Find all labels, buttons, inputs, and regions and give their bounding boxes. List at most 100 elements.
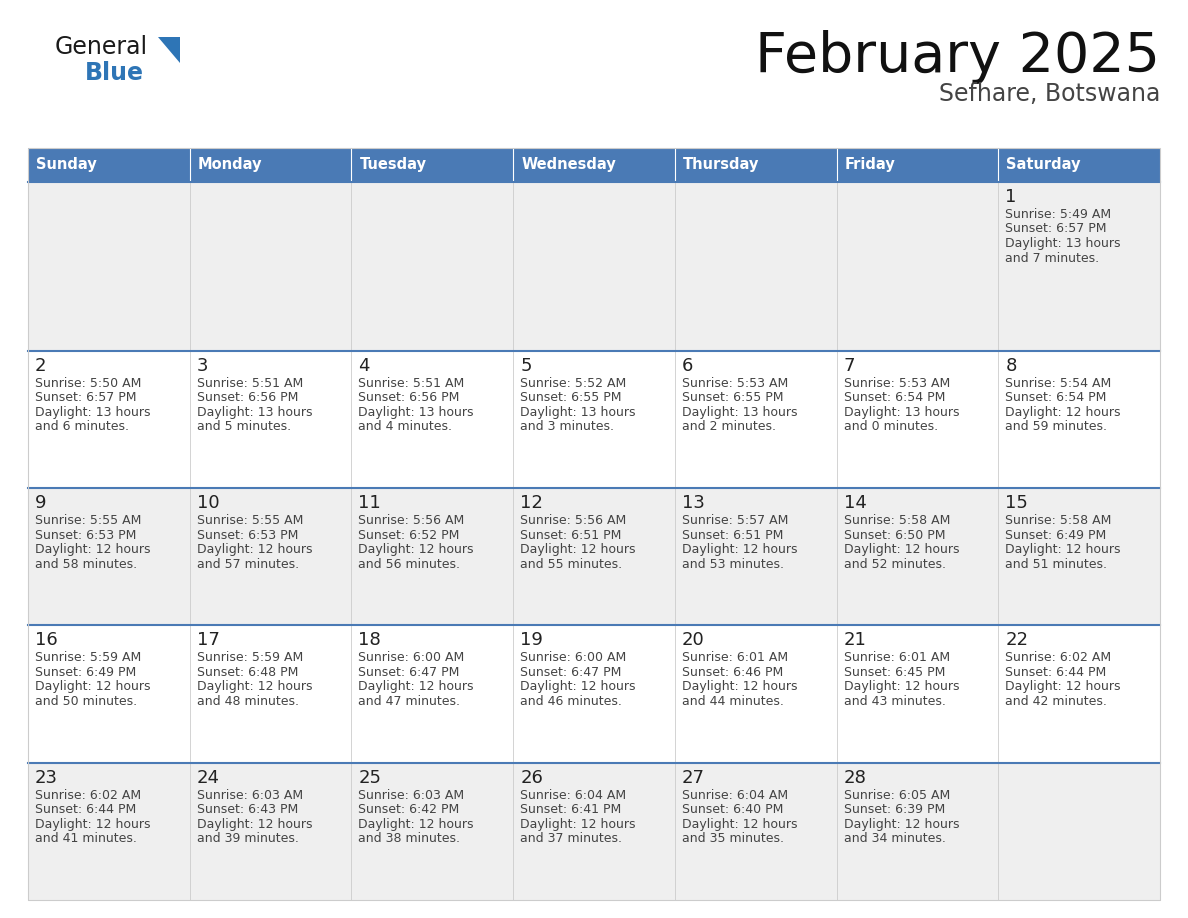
Text: Daylight: 12 hours: Daylight: 12 hours	[843, 680, 959, 693]
Bar	[513, 488, 675, 625]
Text: Daylight: 12 hours: Daylight: 12 hours	[34, 543, 151, 556]
Text: 9: 9	[34, 494, 46, 512]
Text: Daylight: 13 hours: Daylight: 13 hours	[520, 406, 636, 419]
Text: 26: 26	[520, 768, 543, 787]
Text: Sunrise: 5:57 AM: Sunrise: 5:57 AM	[682, 514, 788, 527]
Text: Sunset: 6:53 PM: Sunset: 6:53 PM	[34, 529, 137, 542]
Text: and 52 minutes.: and 52 minutes.	[843, 557, 946, 571]
Text: 28: 28	[843, 768, 866, 787]
Text: 22: 22	[1005, 632, 1029, 649]
Text: 24: 24	[197, 768, 220, 787]
Text: Sunrise: 5:59 AM: Sunrise: 5:59 AM	[34, 652, 141, 665]
Bar	[836, 625, 998, 763]
Text: Daylight: 12 hours: Daylight: 12 hours	[34, 818, 151, 831]
Bar	[675, 488, 836, 625]
Text: Sunset: 6:49 PM: Sunset: 6:49 PM	[1005, 529, 1106, 542]
Text: Sunset: 6:40 PM: Sunset: 6:40 PM	[682, 803, 783, 816]
Text: Daylight: 12 hours: Daylight: 12 hours	[520, 818, 636, 831]
Text: Daylight: 12 hours: Daylight: 12 hours	[359, 818, 474, 831]
Text: Sunrise: 5:55 AM: Sunrise: 5:55 AM	[197, 514, 303, 527]
Text: Daylight: 12 hours: Daylight: 12 hours	[1005, 406, 1120, 419]
Text: Sunrise: 5:54 AM: Sunrise: 5:54 AM	[1005, 376, 1112, 390]
Text: Sunrise: 6:01 AM: Sunrise: 6:01 AM	[682, 652, 788, 665]
Text: and 53 minutes.: and 53 minutes.	[682, 557, 784, 571]
Text: Sunrise: 5:50 AM: Sunrise: 5:50 AM	[34, 376, 141, 390]
Bar	[29, 148, 1159, 900]
Text: Sunset: 6:43 PM: Sunset: 6:43 PM	[197, 803, 298, 816]
Text: and 44 minutes.: and 44 minutes.	[682, 695, 784, 708]
Text: and 41 minutes.: and 41 minutes.	[34, 833, 137, 845]
Text: Wednesday: Wednesday	[522, 158, 615, 173]
Bar	[998, 488, 1159, 625]
Text: 14: 14	[843, 494, 866, 512]
Bar	[675, 182, 836, 351]
Text: and 46 minutes.: and 46 minutes.	[520, 695, 623, 708]
Bar	[29, 182, 190, 351]
Text: Sunset: 6:44 PM: Sunset: 6:44 PM	[1005, 666, 1106, 679]
Text: Sunset: 6:45 PM: Sunset: 6:45 PM	[843, 666, 944, 679]
Text: 3: 3	[197, 357, 208, 375]
Text: 25: 25	[359, 768, 381, 787]
Bar	[998, 763, 1159, 900]
Text: Tuesday: Tuesday	[360, 158, 426, 173]
Text: Sunset: 6:49 PM: Sunset: 6:49 PM	[34, 666, 137, 679]
Text: Sunrise: 5:59 AM: Sunrise: 5:59 AM	[197, 652, 303, 665]
Text: and 35 minutes.: and 35 minutes.	[682, 833, 784, 845]
Bar	[352, 148, 513, 182]
Text: Daylight: 12 hours: Daylight: 12 hours	[843, 543, 959, 556]
Text: Sunset: 6:47 PM: Sunset: 6:47 PM	[359, 666, 460, 679]
Text: 17: 17	[197, 632, 220, 649]
Text: Sunrise: 5:49 AM: Sunrise: 5:49 AM	[1005, 208, 1112, 221]
Text: Daylight: 12 hours: Daylight: 12 hours	[197, 543, 312, 556]
Text: Sunrise: 6:00 AM: Sunrise: 6:00 AM	[520, 652, 626, 665]
Text: Daylight: 12 hours: Daylight: 12 hours	[682, 543, 797, 556]
Text: 7: 7	[843, 357, 855, 375]
Text: Sunrise: 5:58 AM: Sunrise: 5:58 AM	[843, 514, 950, 527]
Bar	[29, 625, 190, 763]
Text: and 56 minutes.: and 56 minutes.	[359, 557, 461, 571]
Text: and 43 minutes.: and 43 minutes.	[843, 695, 946, 708]
Text: and 7 minutes.: and 7 minutes.	[1005, 252, 1099, 264]
Bar	[352, 351, 513, 488]
Text: and 47 minutes.: and 47 minutes.	[359, 695, 461, 708]
Text: Sunset: 6:54 PM: Sunset: 6:54 PM	[843, 391, 944, 404]
Text: Blue: Blue	[86, 61, 144, 85]
Text: 20: 20	[682, 632, 704, 649]
Text: and 6 minutes.: and 6 minutes.	[34, 420, 129, 433]
Bar	[29, 488, 190, 625]
Text: Sunset: 6:50 PM: Sunset: 6:50 PM	[843, 529, 946, 542]
Text: 27: 27	[682, 768, 704, 787]
Text: 10: 10	[197, 494, 220, 512]
Bar	[29, 763, 190, 900]
Text: Sunrise: 5:56 AM: Sunrise: 5:56 AM	[520, 514, 626, 527]
Text: and 3 minutes.: and 3 minutes.	[520, 420, 614, 433]
Text: 8: 8	[1005, 357, 1017, 375]
Text: Sefhare, Botswana: Sefhare, Botswana	[939, 82, 1159, 106]
Text: and 38 minutes.: and 38 minutes.	[359, 833, 461, 845]
Text: Sunset: 6:56 PM: Sunset: 6:56 PM	[359, 391, 460, 404]
Text: Saturday: Saturday	[1006, 158, 1081, 173]
Text: and 0 minutes.: and 0 minutes.	[843, 420, 937, 433]
Text: 11: 11	[359, 494, 381, 512]
Text: 21: 21	[843, 632, 866, 649]
Text: and 39 minutes.: and 39 minutes.	[197, 833, 298, 845]
Polygon shape	[158, 37, 181, 63]
Text: and 55 minutes.: and 55 minutes.	[520, 557, 623, 571]
Bar	[675, 763, 836, 900]
Text: Daylight: 12 hours: Daylight: 12 hours	[1005, 543, 1120, 556]
Text: Daylight: 12 hours: Daylight: 12 hours	[520, 680, 636, 693]
Text: Sunrise: 6:02 AM: Sunrise: 6:02 AM	[1005, 652, 1112, 665]
Bar	[29, 351, 190, 488]
Text: Daylight: 12 hours: Daylight: 12 hours	[682, 818, 797, 831]
Bar	[836, 182, 998, 351]
Text: Daylight: 13 hours: Daylight: 13 hours	[682, 406, 797, 419]
Bar	[513, 351, 675, 488]
Text: Sunday: Sunday	[36, 158, 96, 173]
Bar	[998, 182, 1159, 351]
Text: and 57 minutes.: and 57 minutes.	[197, 557, 299, 571]
Text: 5: 5	[520, 357, 532, 375]
Text: 2: 2	[34, 357, 46, 375]
Text: Sunset: 6:52 PM: Sunset: 6:52 PM	[359, 529, 460, 542]
Bar	[836, 763, 998, 900]
Text: Sunrise: 5:51 AM: Sunrise: 5:51 AM	[359, 376, 465, 390]
